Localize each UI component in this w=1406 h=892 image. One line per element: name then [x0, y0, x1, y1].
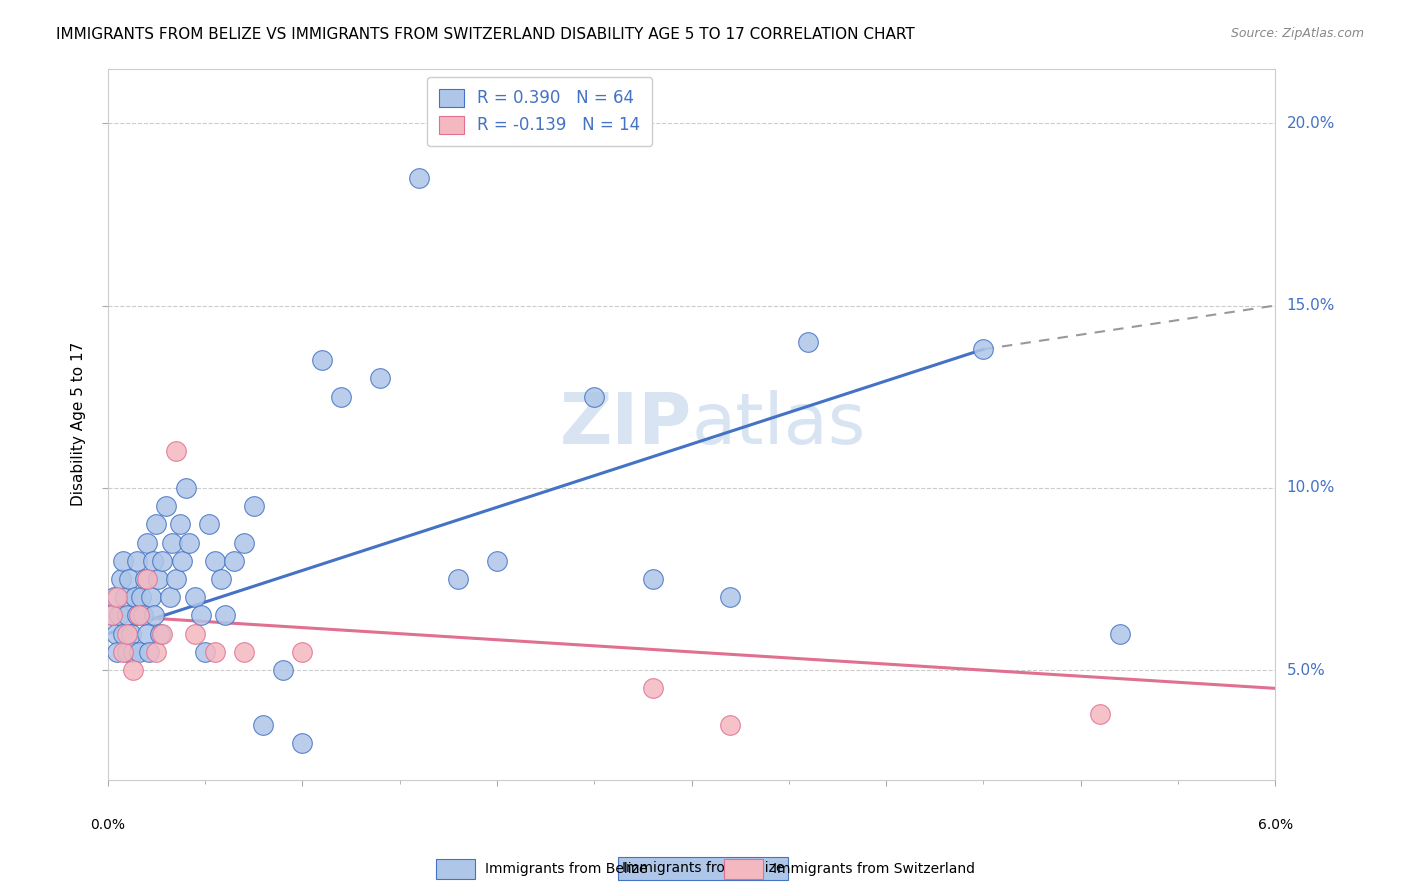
Point [184, 591, 207, 605]
Point [368, 371, 391, 385]
Text: 15.0%: 15.0% [1286, 298, 1334, 313]
Point [114, 591, 136, 605]
Point [271, 663, 294, 677]
Y-axis label: Disability Age 5 to 17: Disability Age 5 to 17 [72, 342, 86, 506]
Point [135, 535, 157, 549]
Point [112, 626, 135, 640]
Point [124, 591, 146, 605]
Point [311, 353, 333, 368]
Point [485, 554, 508, 568]
Point [125, 554, 148, 568]
Text: Immigrants from Belize: Immigrants from Belize [621, 862, 785, 875]
Text: 20.0%: 20.0% [1286, 116, 1334, 131]
Text: atlas: atlas [692, 390, 866, 458]
Point [115, 645, 138, 659]
Point [145, 645, 167, 659]
Point [198, 517, 221, 532]
Point [138, 645, 160, 659]
Text: 6.0%: 6.0% [1258, 818, 1294, 832]
Point [583, 390, 606, 404]
Point [129, 591, 152, 605]
Point [110, 572, 132, 586]
Point [174, 481, 197, 495]
Point [641, 681, 664, 696]
Point [118, 572, 141, 586]
Point [115, 626, 138, 640]
Text: 0.0%: 0.0% [90, 818, 125, 832]
Point [120, 626, 142, 640]
Point [165, 444, 187, 458]
Point [141, 554, 163, 568]
Point [125, 608, 148, 623]
Point [155, 499, 177, 513]
Point [128, 645, 150, 659]
Text: ZIP: ZIP [560, 390, 692, 458]
Point [330, 390, 353, 404]
Point [160, 535, 183, 549]
Point [122, 663, 145, 677]
Point [720, 591, 742, 605]
Point [112, 645, 135, 659]
Legend: R = 0.390   N = 64, R = -0.139   N = 14: R = 0.390 N = 64, R = -0.139 N = 14 [427, 77, 652, 146]
Point [641, 572, 664, 586]
Text: IMMIGRANTS FROM BELIZE VS IMMIGRANTS FROM SWITZERLAND DISABILITY AGE 5 TO 17 COR: IMMIGRANTS FROM BELIZE VS IMMIGRANTS FRO… [56, 27, 915, 42]
Point [135, 572, 157, 586]
Point [107, 591, 129, 605]
Text: Immigrants from Belize: Immigrants from Belize [485, 862, 648, 876]
Point [100, 608, 122, 623]
Point [972, 343, 994, 357]
Point [132, 608, 155, 623]
Text: 5.0%: 5.0% [1286, 663, 1324, 678]
Point [149, 626, 172, 640]
Point [134, 572, 156, 586]
Point [135, 626, 157, 640]
Point [122, 645, 145, 659]
Text: Immigrants from Switzerland: Immigrants from Switzerland [773, 862, 976, 876]
Point [1108, 626, 1130, 640]
Point [100, 608, 122, 623]
Point [103, 591, 125, 605]
Point [797, 334, 820, 349]
Point [209, 572, 232, 586]
Point [204, 554, 226, 568]
Point [169, 517, 191, 532]
Point [165, 572, 187, 586]
Point [214, 608, 236, 623]
Point [204, 645, 226, 659]
Point [112, 554, 135, 568]
Point [159, 591, 181, 605]
Point [143, 608, 166, 623]
Point [1088, 706, 1111, 721]
Text: 10.0%: 10.0% [1286, 480, 1334, 495]
Text: Source: ZipAtlas.com: Source: ZipAtlas.com [1230, 27, 1364, 40]
Point [179, 535, 201, 549]
Point [233, 535, 256, 549]
Point [447, 572, 470, 586]
Point [145, 517, 167, 532]
Point [115, 608, 138, 623]
Point [224, 554, 246, 568]
Point [139, 591, 162, 605]
Point [170, 554, 193, 568]
Point [291, 736, 314, 750]
Point [108, 608, 131, 623]
Point [184, 626, 207, 640]
Point [104, 626, 127, 640]
Point [150, 626, 173, 640]
Point [233, 645, 256, 659]
Point [408, 170, 430, 185]
Point [148, 572, 170, 586]
Point [107, 645, 129, 659]
Point [190, 608, 212, 623]
Point [242, 499, 264, 513]
Point [252, 718, 274, 732]
Point [720, 718, 742, 732]
Point [291, 645, 314, 659]
Point [150, 554, 173, 568]
Point [194, 645, 217, 659]
Point [128, 608, 150, 623]
